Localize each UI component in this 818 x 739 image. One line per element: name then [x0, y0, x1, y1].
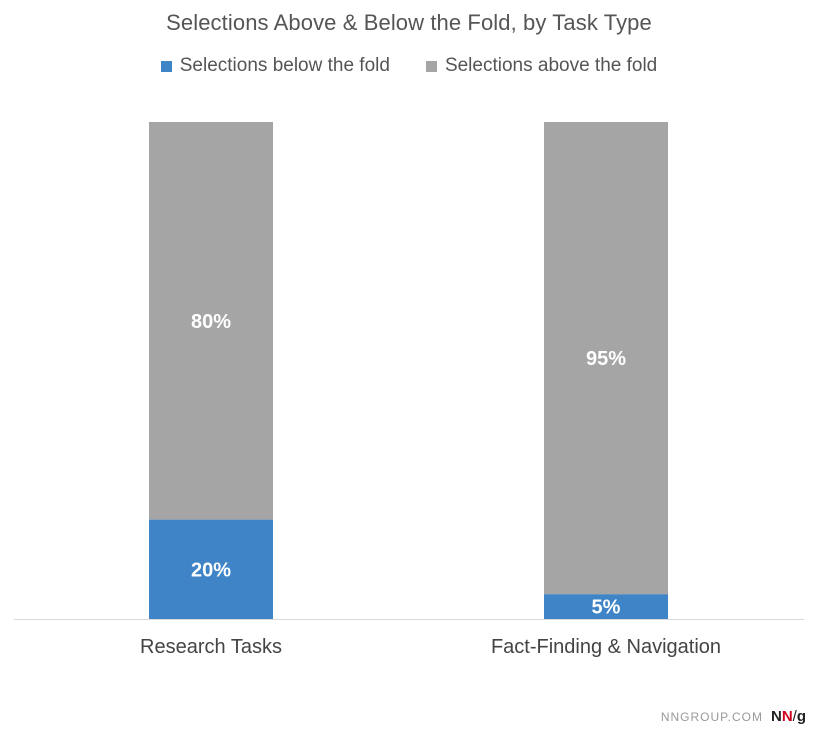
bar-segment-above-0 [149, 122, 273, 520]
legend-item-below: Selections below the fold [160, 55, 390, 77]
bar-segment-below-0 [149, 519, 273, 619]
category-label-0: Research Tasks [140, 636, 282, 658]
bar-segment-above-1 [544, 122, 668, 595]
legend-label-below: Selections below the fold [179, 55, 390, 76]
logo-g: g [796, 708, 806, 725]
nng-logo: NN/g [771, 708, 806, 725]
data-label-above-1: 95% [586, 348, 626, 370]
data-label-below-0: 20% [191, 559, 231, 581]
legend-item-above: Selections above the fold [425, 55, 658, 77]
data-label-below-1: 5% [592, 597, 621, 619]
legend-swatch-below [160, 60, 172, 72]
watermark: NNGROUP.COM NN/g [661, 708, 806, 725]
data-label-above-0: 80% [191, 311, 231, 333]
category-label-1: Fact-Finding & Navigation [491, 636, 721, 658]
legend-swatch-above [425, 60, 437, 72]
legend: Selections below the fold Selections abo… [0, 55, 818, 77]
logo-n2: N [781, 708, 793, 725]
logo-n1: N [770, 708, 782, 725]
legend-label-above: Selections above the fold [444, 55, 658, 76]
chart-title: Selections Above & Below the Fold, by Ta… [166, 10, 652, 35]
watermark-site: NNGROUP.COM [660, 710, 763, 724]
logo-slash: / [792, 708, 797, 725]
bar-segment-below-1 [544, 594, 668, 619]
